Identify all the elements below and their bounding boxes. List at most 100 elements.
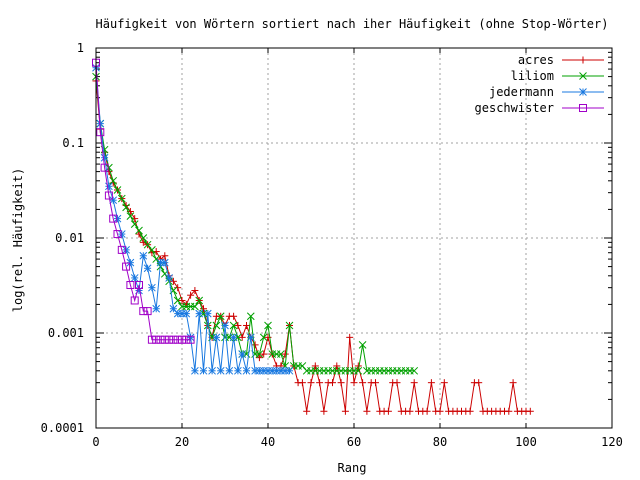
data-point [191,287,199,295]
data-point [126,281,135,290]
data-point [264,321,272,330]
data-point [109,196,118,205]
x-tick-label: 120 [601,435,623,449]
data-point [182,335,191,344]
data-point [160,258,169,267]
x-tick-label: 100 [515,435,537,449]
data-point [96,128,105,137]
data-point [264,333,272,341]
data-point [100,163,109,172]
data-point [259,333,268,342]
data-point [105,182,113,191]
data-point [109,176,118,185]
data-point [238,333,246,341]
chart-title: Häufigkeit von Wörtern sortiert nach ihe… [96,17,609,31]
legend-marker [579,56,587,64]
data-point [238,350,247,358]
data-point [117,230,126,238]
data-point [234,321,242,329]
data-point [225,366,234,375]
data-point [130,220,139,228]
data-point [152,335,161,344]
data-point [221,321,229,330]
data-point [246,333,255,342]
data-point [230,312,238,320]
data-point [117,245,126,254]
data-point [212,333,221,342]
data-point [255,354,263,362]
data-point [199,366,208,375]
data-point [122,203,130,212]
data-point [152,304,161,313]
series-line [95,80,531,412]
data-point [475,379,483,387]
data-point [148,283,156,292]
data-point [440,379,448,387]
data-point [130,274,139,282]
data-point [423,407,431,415]
data-point [251,341,259,349]
data-point [113,186,122,194]
data-point [234,366,242,375]
data-point [208,366,216,375]
x-axis-label: Rang [338,461,367,475]
data-point [285,321,294,330]
data-point [139,251,148,260]
data-point [169,335,178,344]
data-point [130,296,139,305]
series-line [95,76,415,372]
data-point [303,407,311,415]
data-point [135,281,143,290]
data-point [200,305,207,313]
data-point [358,341,367,349]
data-point [203,309,212,318]
data-point [337,379,345,387]
data-point [216,366,225,375]
data-point [363,407,371,415]
y-tick-label: 1 [77,41,84,55]
data-point [216,312,225,321]
data-point [195,309,204,318]
data-point [505,407,513,415]
data-point [126,212,135,220]
y-axis-label: log(rel. Häufigkeit) [11,168,25,313]
data-point [333,362,341,370]
data-point [174,284,182,292]
data-point [242,366,251,375]
data-point [329,379,336,387]
y-tick-label: 0.01 [55,231,84,245]
data-point [298,379,306,387]
data-point [117,194,126,203]
data-point [113,214,122,223]
data-point [509,379,517,387]
data-point [281,350,289,358]
data-point [255,350,264,358]
data-point [346,333,354,341]
data-point [143,240,152,249]
data-point [143,264,152,273]
data-point [191,302,199,311]
plot-frame [95,47,613,429]
data-point [436,407,444,415]
data-point [526,407,534,415]
data-point [139,234,148,242]
series-liliom [92,72,419,375]
data-point [350,379,358,387]
data-point [104,191,113,200]
series-line [95,67,290,372]
data-point [410,379,418,387]
data-point [186,335,195,344]
data-point [307,379,315,387]
x-tick-label: 60 [347,435,361,449]
data-point [384,407,392,415]
grid [96,48,612,428]
plot-area [92,58,534,415]
data-point [178,335,186,344]
data-point [113,230,122,239]
data-point [147,335,156,344]
data-point [203,321,212,330]
data-point [277,350,285,358]
series-line [95,62,191,341]
data-point [161,252,169,260]
data-point [285,366,294,375]
